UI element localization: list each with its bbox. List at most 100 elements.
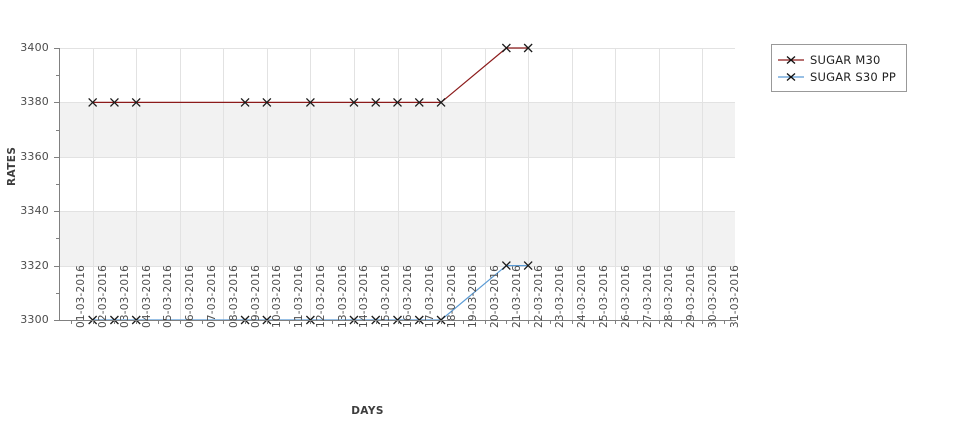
- plot-area: [54, 43, 735, 325]
- y-axis-line: [59, 48, 60, 321]
- x-tick-label-28: 29-03-2016: [685, 264, 698, 328]
- x-tick-label-7: 08-03-2016: [227, 264, 240, 328]
- x-tick-14: [376, 320, 377, 324]
- x-tick-22: [550, 320, 551, 324]
- x-tick-label-18: 19-03-2016: [467, 264, 480, 328]
- gridline-v-5: [180, 48, 181, 320]
- data-point-marker: [240, 97, 250, 107]
- x-tick-label-21: 22-03-2016: [532, 264, 545, 328]
- x-axis-line: [59, 320, 736, 321]
- x-tick-27: [659, 320, 660, 324]
- y-tick-minor-3310: [56, 292, 60, 294]
- gridline-v-15: [398, 48, 399, 320]
- y-tick-minor-3350: [56, 184, 60, 185]
- y-tick-label-4: 3380: [20, 95, 49, 109]
- legend-label-1: SUGAR S30 PP: [810, 69, 896, 84]
- plot-band-0: [60, 102, 735, 157]
- gridline-v-25: [615, 48, 616, 320]
- data-point-marker: [109, 97, 119, 107]
- y-tick-label-3: 3360: [20, 149, 49, 163]
- data-point-marker: [393, 97, 402, 107]
- legend-item-1[interactable]: SUGAR S30 PP: [778, 68, 896, 85]
- x-tick-26: [637, 320, 638, 324]
- x-tick-24: [593, 320, 594, 324]
- gridline-v-11: [310, 48, 311, 320]
- gridline-h-5: [60, 48, 735, 49]
- y-tick-label-0: 3300: [20, 313, 49, 326]
- x-tick-25: [615, 320, 616, 324]
- y-tick-major-1: [54, 265, 60, 267]
- gridline-h-3: [60, 156, 735, 158]
- x-tick-label-12: 13-03-2016: [336, 264, 349, 328]
- y-tick-minor-3390: [56, 75, 60, 77]
- data-point-marker: [262, 97, 272, 107]
- data-point-marker: [523, 43, 533, 53]
- gridline-v-3: [136, 48, 137, 320]
- y-tick-major-4: [54, 102, 60, 104]
- x-tick-7: [223, 320, 224, 324]
- x-tick-19: [485, 320, 486, 324]
- x-tick-label-29: 30-03-2016: [706, 264, 719, 328]
- x-tick-label-19: 20-03-2016: [489, 264, 502, 328]
- series-line-1: [92, 265, 529, 321]
- gridline-v-17: [441, 48, 442, 320]
- x-tick-28: [681, 320, 682, 324]
- gridline-v-21: [528, 48, 529, 320]
- x-tick-2: [114, 320, 115, 324]
- x-tick-label-11: 12-03-2016: [314, 264, 327, 328]
- y-tick-label-1: 3320: [20, 258, 49, 272]
- x-tick-13: [354, 320, 355, 324]
- y-tick-label-5: 3400: [20, 41, 49, 54]
- chart-legend: SUGAR M30 SUGAR S30 PP: [771, 44, 907, 92]
- x-tick-label-23: 24-03-2016: [576, 264, 589, 328]
- x-tick-23: [572, 320, 573, 324]
- gridline-v-7: [223, 48, 224, 320]
- gridline-v-27: [659, 48, 660, 320]
- x-tick-label-8: 09-03-2016: [249, 264, 262, 328]
- x-tick-label-25: 26-03-2016: [619, 264, 632, 328]
- x-tick-20: [506, 320, 507, 324]
- x-tick-30: [724, 320, 725, 324]
- data-point-marker: [131, 97, 141, 107]
- y-tick-major-3: [54, 156, 60, 158]
- plot-band-1: [60, 211, 735, 266]
- series-line-0: [92, 47, 529, 104]
- x-tick-4: [158, 320, 159, 324]
- x-tick-label-17: 18-03-2016: [445, 264, 458, 328]
- x-tick-label-1: 02-03-2016: [97, 264, 110, 328]
- x-tick-1: [93, 320, 94, 324]
- legend-item-0[interactable]: SUGAR M30: [778, 51, 896, 68]
- gridline-v-19: [485, 48, 486, 320]
- gridline-v-13: [354, 48, 355, 320]
- gridline-v-23: [572, 48, 573, 320]
- gridline-h-2: [60, 211, 735, 213]
- x-tick-label-5: 06-03-2016: [184, 264, 197, 328]
- series-1: [88, 261, 533, 325]
- data-point-marker: [414, 97, 424, 107]
- legend-marker-icon-1: [778, 72, 804, 81]
- x-tick-label-20: 21-03-2016: [510, 264, 523, 328]
- data-point-marker: [371, 97, 381, 107]
- x-tick-label-4: 05-03-2016: [162, 264, 175, 328]
- legend-marker-icon-0: [778, 55, 804, 64]
- x-tick-label-13: 14-03-2016: [358, 264, 371, 328]
- x-tick-11: [310, 320, 311, 324]
- x-tick-label-10: 11-03-2016: [293, 264, 306, 328]
- x-tick-8: [245, 320, 246, 324]
- y-tick-minor-3370: [56, 129, 60, 131]
- x-tick-17: [441, 320, 442, 324]
- data-point-marker: [523, 261, 533, 271]
- x-tick-29: [702, 320, 703, 324]
- series-0: [88, 43, 533, 107]
- data-point-marker: [436, 97, 446, 107]
- x-tick-label-22: 23-03-2016: [554, 264, 567, 328]
- data-point-marker: [349, 97, 359, 107]
- x-tick-label-9: 10-03-2016: [271, 264, 284, 328]
- x-tick-label-16: 17-03-2016: [423, 264, 436, 328]
- x-tick-label-30: 31-03-2016: [728, 264, 741, 328]
- y-tick-major-2: [54, 211, 60, 213]
- data-point-marker: [305, 97, 315, 107]
- x-tick-label-27: 28-03-2016: [663, 264, 676, 328]
- x-tick-10: [289, 320, 290, 324]
